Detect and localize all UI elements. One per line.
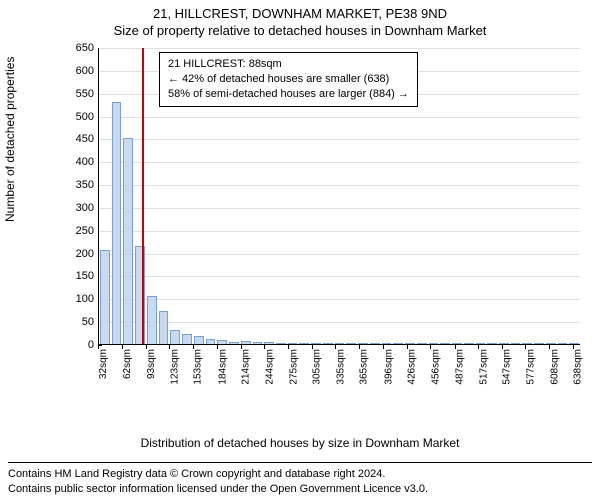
bar [487,343,497,344]
bar [159,311,169,344]
y-tick: 0 [60,339,94,351]
x-tick: 517sqm [478,349,489,385]
bar [170,330,180,344]
x-tick: 93sqm [146,349,157,379]
bar [194,336,204,344]
x-tick: 456sqm [430,349,441,385]
bar [382,343,392,344]
y-tick: 200 [60,248,94,260]
bar [299,343,309,344]
bar [464,343,474,344]
footer-line-2: Contains public sector information licen… [8,482,592,496]
chart-subtitle: Size of property relative to detached ho… [0,21,600,38]
x-axis-label: Distribution of detached houses by size … [0,436,600,450]
bar [499,343,509,344]
bar [264,342,274,344]
bar [546,343,556,344]
y-tick: 450 [60,133,94,145]
bar [182,334,192,344]
bar [358,343,368,344]
x-tick: 365sqm [359,349,370,385]
y-tick: 550 [60,88,94,100]
bar [370,343,380,344]
x-tick: 32sqm [98,349,109,379]
y-tick: 400 [60,156,94,168]
x-tick: 638sqm [573,349,584,385]
annotation-line-3: 58% of semi-detached houses are larger (… [168,87,409,102]
footer: Contains HM Land Registry data © Crown c… [8,462,592,496]
x-tick: 608sqm [549,349,560,385]
bar [123,138,133,344]
bar [112,102,122,344]
bar [206,339,216,344]
bar [276,343,286,344]
x-tick: 487sqm [455,349,466,385]
bar [100,250,110,344]
bar [346,343,356,344]
x-tick: 275sqm [288,349,299,385]
bar [393,343,403,344]
bar [323,343,333,344]
x-tick: 426sqm [407,349,418,385]
y-tick: 500 [60,111,94,123]
bar [452,343,462,344]
bar [253,342,263,344]
x-axis: 32sqm 62sqm 93sqm 123sqm 153sqm 184sqm 214sqm 2… [98,345,580,383]
bar [417,343,427,344]
bar [241,341,251,344]
y-axis: 050100150200250300350400450500550600650 [60,48,98,383]
y-tick: 250 [60,225,94,237]
x-tick: 577sqm [525,349,536,385]
y-tick: 150 [60,270,94,282]
x-tick: 184sqm [217,349,228,385]
bar [147,296,157,344]
x-tick: 396sqm [383,349,394,385]
bar [288,343,298,344]
chart-area: 050100150200250300350400450500550600650 … [60,48,580,383]
bar [558,343,568,344]
bar [476,343,486,344]
x-tick: 153sqm [193,349,204,385]
marker-line [142,48,144,344]
chart-container: 21, HILLCREST, DOWNHAM MARKET, PE38 9ND … [0,0,600,500]
bar [534,343,544,344]
x-tick: 214sqm [241,349,252,385]
annotation-line-2: ← 42% of detached houses are smaller (63… [168,72,409,87]
y-tick: 600 [60,65,94,77]
bar [311,343,321,344]
bar [405,343,415,344]
bar [522,343,532,344]
bar [440,343,450,344]
x-tick: 335sqm [335,349,346,385]
x-tick: 244sqm [264,349,275,385]
y-tick: 100 [60,293,94,305]
y-tick: 650 [60,42,94,54]
bar [217,340,227,344]
y-tick: 350 [60,179,94,191]
y-tick: 50 [60,316,94,328]
bar [569,343,579,344]
y-tick: 300 [60,202,94,214]
bar [335,343,345,344]
annotation-line-1: 21 HILLCREST: 88sqm [168,57,409,72]
annotation-box: 21 HILLCREST: 88sqm ← 42% of detached ho… [159,52,418,107]
x-tick: 123sqm [169,349,180,385]
chart-title: 21, HILLCREST, DOWNHAM MARKET, PE38 9ND [0,0,600,21]
plot-area: 21 HILLCREST: 88sqm ← 42% of detached ho… [98,48,580,345]
x-tick: 305sqm [312,349,323,385]
bar [511,343,521,344]
bar [229,342,239,344]
x-tick: 547sqm [502,349,513,385]
y-axis-label: Number of detached properties [3,57,17,222]
bar [429,343,439,344]
x-tick: 62sqm [122,349,133,379]
footer-line-1: Contains HM Land Registry data © Crown c… [8,467,592,481]
